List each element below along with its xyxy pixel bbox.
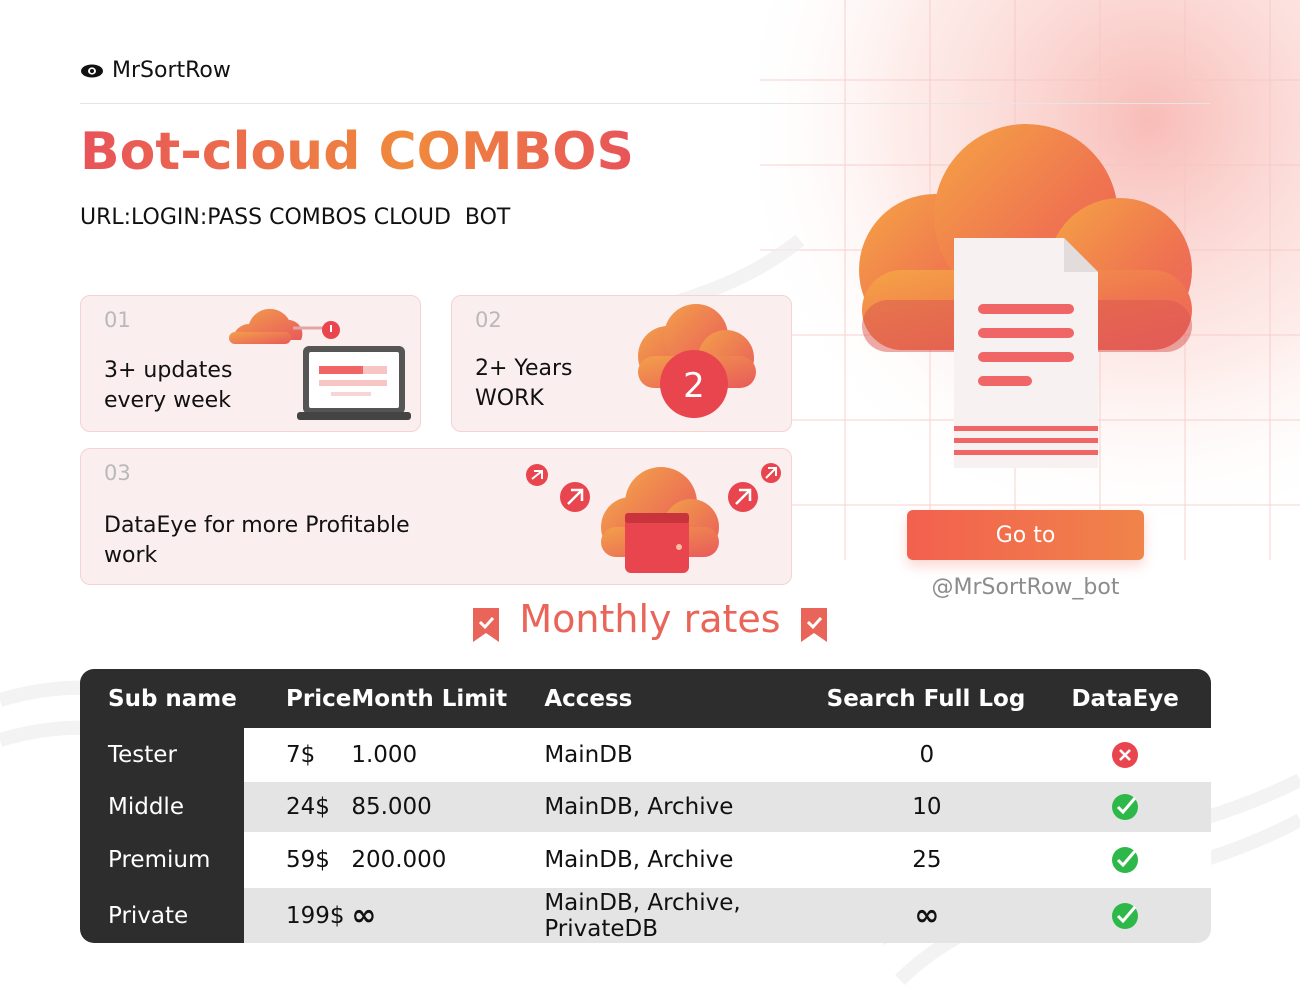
- check-icon: [1112, 794, 1139, 820]
- column-header: Access: [544, 685, 633, 712]
- section-title: Monthly rates: [519, 597, 781, 641]
- feature-card-2: 02 2+ Years WORK 2: [451, 295, 792, 432]
- page-title: Bot-cloud COMBOS: [80, 122, 634, 182]
- laptop-cloud-icon: [229, 308, 411, 420]
- access-cell: MainDB, Archive: [544, 847, 734, 873]
- column-header: Search Full Log: [826, 685, 1026, 712]
- column-header: Sub name: [108, 685, 237, 712]
- cross-icon: [1112, 742, 1139, 768]
- feature-text: 2+ Years WORK: [475, 356, 573, 411]
- dataeye-cell: [1039, 888, 1211, 943]
- eye-icon: [81, 64, 103, 77]
- column-header: Price: [286, 685, 352, 712]
- column-header: DataEye: [1071, 685, 1179, 712]
- cloud-document-icon: [859, 124, 1192, 468]
- table-row: Middle 24$ 85.000 MainDB, Archive 10: [80, 782, 1211, 832]
- feature-card-1: 01 3+ updates every week: [80, 295, 421, 432]
- search-cell: 0: [919, 742, 935, 768]
- bookmark-check-icon: [800, 608, 827, 642]
- search-cell: 10: [814, 782, 1040, 832]
- search-cell: 25: [912, 847, 942, 873]
- check-icon: [1112, 902, 1139, 929]
- go-to-button[interactable]: Go to: [907, 510, 1144, 560]
- page-subtitle: URL:LOGIN:PASS COMBOS CLOUD BOT: [80, 205, 511, 230]
- dataeye-cell: [1039, 832, 1211, 888]
- search-cell: ∞: [814, 888, 1040, 943]
- bookmark-check-icon: [473, 608, 500, 642]
- sub-name-cell: Middle: [80, 782, 244, 832]
- section-header: Monthly rates: [0, 596, 1300, 642]
- price-cell: 59$: [286, 847, 330, 873]
- table-row: Tester 7$ 1.000 MainDB 0: [80, 728, 1211, 782]
- limit-cell: ∞: [351, 888, 545, 943]
- infinity-value: ∞: [914, 898, 940, 933]
- price-cell: 7$: [286, 742, 316, 768]
- cloud-badge-icon: 2: [638, 304, 756, 418]
- dataeye-cell: [1039, 782, 1211, 832]
- feature-number: 03: [104, 461, 131, 485]
- price-cell: 199$: [244, 888, 352, 943]
- header-divider: [80, 103, 1210, 104]
- price-cell: 24$: [244, 782, 352, 832]
- sub-name-cell: Tester: [80, 728, 244, 782]
- check-icon: [1112, 847, 1139, 873]
- sub-name-cell: Private: [80, 888, 244, 943]
- table-row: Private 199$ ∞ MainDB, Archive, PrivateD…: [80, 888, 1211, 943]
- feature-number: 02: [475, 308, 502, 332]
- badge-number: 2: [683, 366, 705, 406]
- feature-number: 01: [104, 308, 131, 332]
- bot-handle[interactable]: @MrSortRow_bot: [931, 575, 1120, 600]
- table-header-row: Sub name Price Month Limit Access Search…: [80, 669, 1211, 728]
- brand-name: MrSortRow: [112, 58, 231, 83]
- limit-cell: 200.000: [351, 847, 447, 873]
- limit-cell: 1.000: [351, 742, 418, 768]
- infinity-value: ∞: [351, 898, 377, 933]
- feature-text: 3+ updates every week: [104, 358, 233, 413]
- table-row: Premium 59$ 200.000 MainDB, Archive 25: [80, 832, 1211, 888]
- dataeye-cell: [1039, 728, 1211, 782]
- column-header: Month Limit: [351, 685, 508, 712]
- rates-table: Sub name Price Month Limit Access Search…: [80, 669, 1211, 943]
- access-cell: MainDB, Archive: [544, 782, 815, 832]
- feature-card-3: 03 DataEye for more Profitable work: [80, 448, 792, 585]
- access-cell: MainDB: [544, 742, 633, 768]
- feature-text: DataEye for more Profitable work: [104, 513, 410, 568]
- access-cell: MainDB, Archive, PrivateDB: [544, 888, 815, 943]
- brand: MrSortRow: [80, 58, 231, 83]
- cloud-wallet-icon: [526, 463, 781, 573]
- limit-cell: 85.000: [351, 782, 545, 832]
- sub-name-cell: Premium: [80, 832, 244, 888]
